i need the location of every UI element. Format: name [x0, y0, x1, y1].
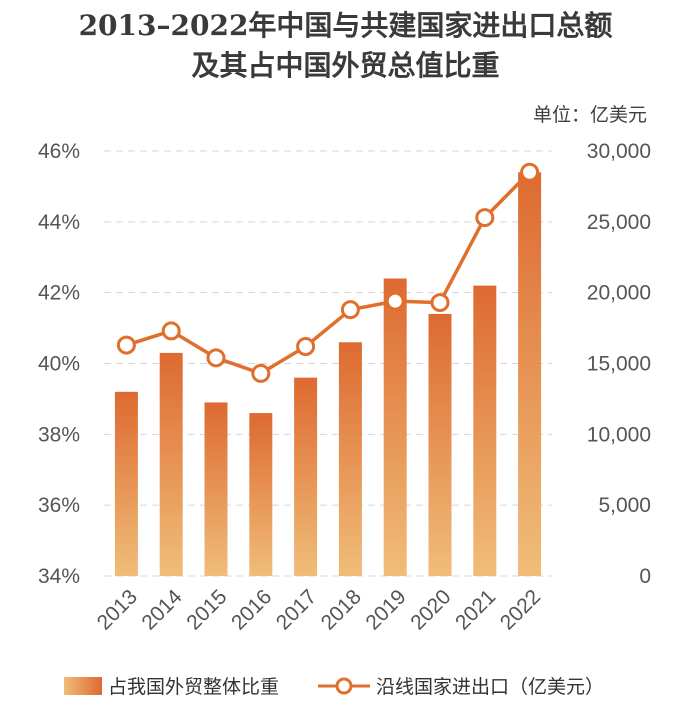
y-right-tick-label: 15,000 [587, 353, 651, 376]
y-left-tick-label: 38% [38, 423, 80, 446]
line-series [116, 162, 540, 383]
y-right-tick-label: 30,000 [587, 140, 651, 163]
unit-label: 单位：亿美元 [532, 104, 647, 126]
y-left-tick-label: 44% [38, 211, 80, 234]
legend-line-label: 沿线国家进出口（亿美元） [376, 676, 604, 698]
line-point [430, 293, 450, 313]
legend-bar-swatch [64, 677, 102, 695]
x-tick-label: 2020 [406, 585, 455, 634]
y-left-tick-label: 36% [38, 494, 80, 517]
x-tick-label: 2015 [182, 585, 231, 634]
line-point [385, 291, 405, 311]
legend-line-marker [335, 677, 353, 695]
x-tick-label: 2022 [496, 585, 545, 634]
x-tick-label: 2017 [272, 585, 321, 634]
y-right-tick-label: 10,000 [587, 423, 651, 446]
chart-title: 2013–2022年中国与共建国家进出口总额 及其占中国外贸总值比重 [0, 6, 691, 86]
x-tick-label: 2018 [317, 585, 366, 634]
y-left-tick-label: 42% [38, 282, 80, 305]
y-right-tick-label: 25,000 [587, 211, 651, 234]
bar [114, 391, 138, 576]
line-point [206, 348, 226, 368]
bar [249, 413, 273, 576]
chart-title-line1: 2013–2022年中国与共建国家进出口总额 [78, 9, 613, 42]
x-tick-label: 2021 [451, 585, 500, 634]
line-point [116, 335, 136, 355]
chart-title-line2: 及其占中国外贸总值比重 [191, 49, 500, 82]
y-right-tick-label: 0 [639, 565, 651, 588]
bar [473, 285, 497, 576]
bar [204, 402, 228, 576]
legend-bar-label: 占我国外贸整体比重 [108, 676, 279, 698]
y-right-tick-label: 5,000 [598, 494, 651, 517]
x-tick-label: 2014 [137, 585, 187, 635]
line-point [161, 321, 181, 341]
line-point [475, 208, 495, 228]
y-left-tick-label: 46% [38, 140, 80, 163]
y-left-tick-label: 34% [38, 565, 80, 588]
line-point [340, 300, 360, 320]
y-left-tick-label: 40% [38, 353, 80, 376]
bar [338, 342, 362, 576]
x-tick-label: 2019 [361, 585, 410, 634]
bar [518, 172, 542, 576]
line-point [251, 363, 271, 383]
line-point [520, 162, 540, 182]
bar [383, 278, 407, 576]
y-axis-left: 34% 36% 38% 40% 42% 44% 46% [38, 140, 80, 588]
y-axis-right: 0 5,000 10,000 15,000 20,000 25,000 30,000 [587, 140, 651, 588]
bar [294, 377, 318, 576]
y-right-tick-label: 20,000 [587, 282, 651, 305]
legend: 占我国外贸整体比重 沿线国家进出口（亿美元） [64, 676, 604, 698]
x-tick-label: 2013 [93, 585, 142, 634]
bar-series [114, 172, 542, 576]
x-tick-label: 2016 [227, 585, 276, 634]
series-line [125, 171, 531, 376]
line-point [296, 337, 316, 356]
bar [159, 352, 183, 576]
bar [428, 313, 452, 576]
